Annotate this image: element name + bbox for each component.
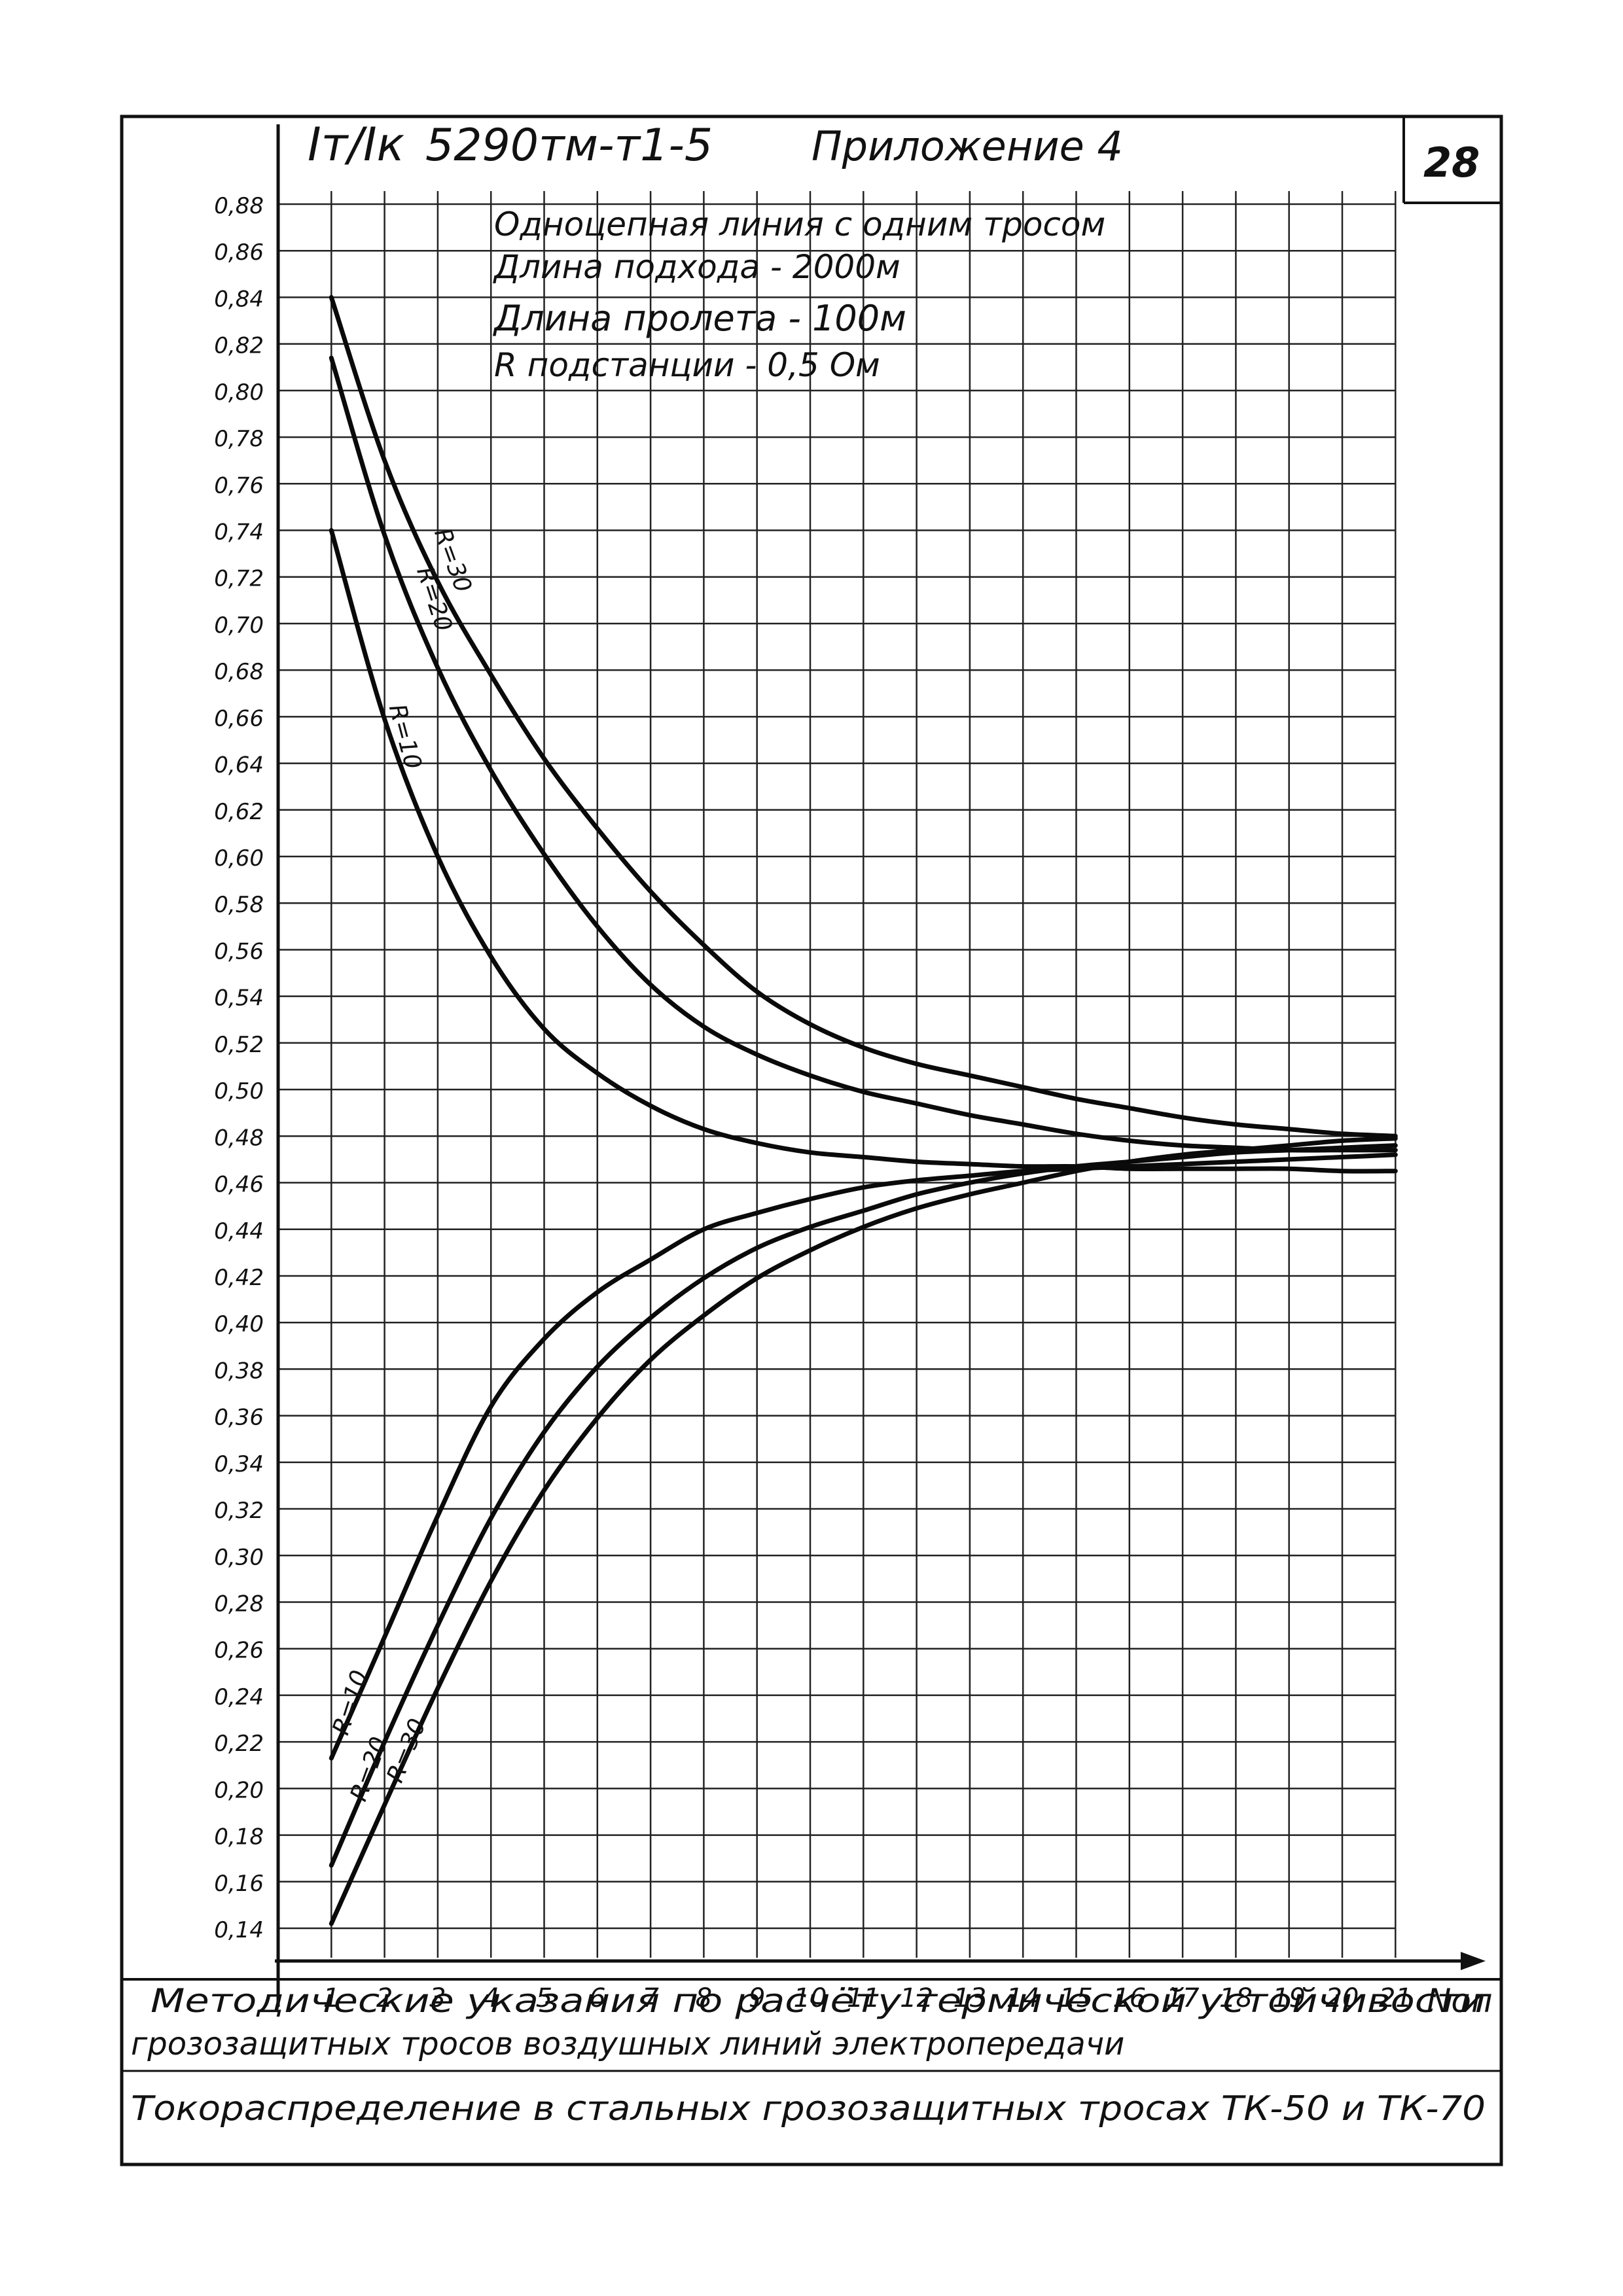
series-line-upper xyxy=(329,294,1398,1139)
y-tick-label: 0,88 xyxy=(214,193,264,219)
series-line-lower xyxy=(329,1152,1398,1761)
ratio-label: Iт/Iк xyxy=(308,118,404,171)
x-tick-label: 5 xyxy=(536,1983,552,2013)
x-tick-label: 10 xyxy=(794,1983,827,2013)
y-tick-label: 0,28 xyxy=(214,1591,264,1617)
page-number: 28 xyxy=(1423,139,1480,186)
x-tick-label: 7 xyxy=(642,1983,659,2013)
y-tick-label: 0,44 xyxy=(214,1218,264,1245)
y-tick-label: 0,80 xyxy=(214,380,264,406)
note-line-2: Длина подхода - 2000м xyxy=(493,248,901,286)
y-tick-label: 0,66 xyxy=(214,705,264,732)
y-tick-label: 0,36 xyxy=(214,1405,264,1431)
y-tick-label: 0,72 xyxy=(214,566,264,592)
x-tick-label: 8 xyxy=(696,1983,712,2013)
series-line-upper xyxy=(329,528,1398,1174)
x-tick-label: 14 xyxy=(1007,1983,1040,2013)
y-tick-label: 0,60 xyxy=(214,845,264,872)
y-tick-label: 0,48 xyxy=(214,1125,264,1151)
y-tick-label: 0,82 xyxy=(214,333,264,359)
y-tick-label: 0,20 xyxy=(214,1777,264,1803)
y-tick-label: 0,46 xyxy=(214,1172,264,1198)
y-tick-label: 0,32 xyxy=(214,1498,264,1524)
x-tick-label: 9 xyxy=(749,1983,765,2013)
x-tick-label: 17 xyxy=(1166,1983,1200,2013)
y-tick-label: 0,30 xyxy=(214,1544,264,1570)
appendix-label: Приложение 4 xyxy=(812,122,1123,170)
y-tick-label: 0,26 xyxy=(214,1638,264,1664)
y-tick-label: 0,52 xyxy=(214,1032,264,1058)
x-tick-label: 6 xyxy=(589,1983,605,2013)
series-line-upper xyxy=(329,355,1398,1153)
y-tick-label: 0,38 xyxy=(214,1358,264,1384)
plot-area: 0,88 0,86 0,84 0,82 0,80 0,78 0,76 0,74 0,72 0,70… xyxy=(214,124,1493,2020)
y-tick-label: 0,68 xyxy=(214,659,264,685)
y-tick-label: 0,76 xyxy=(214,472,264,499)
x-axis-label: Nоп xyxy=(1427,1982,1493,2020)
y-tick-label: 0,62 xyxy=(214,799,264,825)
y-tick-label: 0,70 xyxy=(214,612,264,639)
footer-line-1: Методические указания по расчёту термиче… xyxy=(151,1982,1486,2020)
x-tick-label: 16 xyxy=(1113,1983,1146,2013)
y-tick-label: 0,22 xyxy=(214,1731,264,1757)
y-tick-label: 0,18 xyxy=(214,1824,264,1850)
y-tick-label: 0,14 xyxy=(214,1917,264,1943)
x-tick-label: 2 xyxy=(376,1983,393,2013)
sheet-frame xyxy=(120,115,1503,2166)
y-tick-label: 0,74 xyxy=(214,520,264,546)
series-label: R=10 xyxy=(328,1667,374,1739)
y-tick-label: 0,24 xyxy=(214,1684,264,1710)
x-tick-label: 11 xyxy=(847,1983,880,2013)
x-tick-label: 21 xyxy=(1379,1983,1412,2013)
x-tick-label: 4 xyxy=(482,1983,499,2013)
y-tick-label: 0,56 xyxy=(214,938,264,964)
series-line-lower xyxy=(329,1143,1398,1868)
y-tick-label: 0,50 xyxy=(214,1078,264,1104)
y-tick-label: 0,84 xyxy=(214,286,264,312)
y-tick-label: 0,40 xyxy=(214,1311,264,1337)
series-line-lower xyxy=(329,1136,1398,1926)
x-tick-label: 20 xyxy=(1326,1983,1359,2013)
x-axis-arrow xyxy=(1461,1952,1486,1970)
note-line-3: Длина пролета - 100м xyxy=(493,298,906,339)
x-tick-label: 15 xyxy=(1060,1983,1093,2013)
footer-line-2: грозозащитных тросов воздушных линий эле… xyxy=(131,2026,1124,2062)
y-tick-label: 0,64 xyxy=(214,752,264,779)
x-tick-label: 3 xyxy=(429,1983,446,2013)
x-tick-label: 12 xyxy=(900,1983,933,2013)
x-tick-label: 1 xyxy=(323,1983,340,2013)
note-line-4: R подстанции - 0,5 Ом xyxy=(494,346,880,384)
x-tick-label: 13 xyxy=(953,1983,986,2013)
y-tick-label: 0,86 xyxy=(214,239,264,266)
y-tick-label: 0,16 xyxy=(214,1871,264,1897)
y-tick-label: 0,58 xyxy=(214,892,264,918)
footer-line-3: Токораспределение в стальных грозозащитн… xyxy=(131,2089,1486,2128)
y-tick-label: 0,34 xyxy=(214,1451,264,1477)
y-tick-label: 0,78 xyxy=(214,426,264,452)
y-tick-label: 0,54 xyxy=(214,985,264,1012)
note-line-1: Одноцепная линия с одним тросом xyxy=(494,205,1105,243)
y-tick-label: 0,42 xyxy=(214,1265,264,1291)
x-tick-label: 19 xyxy=(1272,1983,1306,2013)
drawing-code: 5290тм-т1-5 xyxy=(425,120,713,171)
x-tick-label: 18 xyxy=(1219,1983,1253,2013)
